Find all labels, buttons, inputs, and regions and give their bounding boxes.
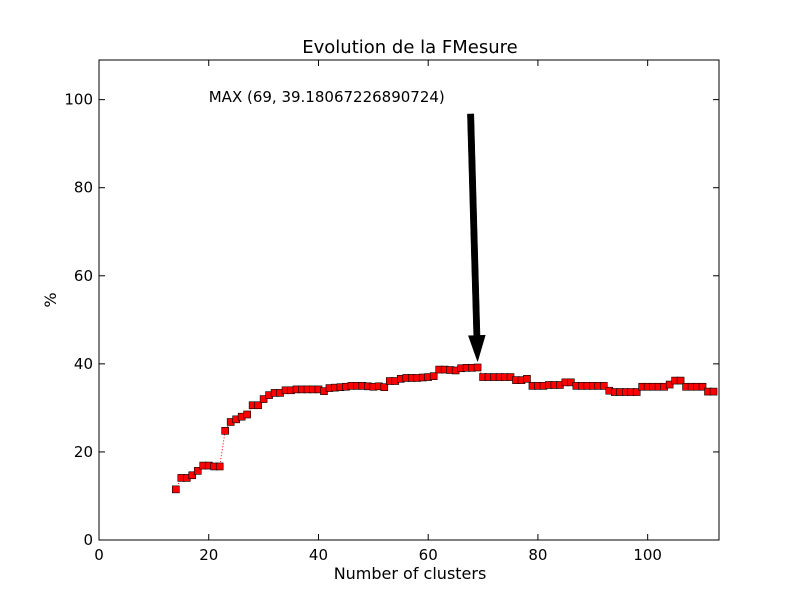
axis-ticks: 0 20 40 60 80 100 0 20 40 60 80 100 — [64, 60, 719, 564]
data-point-marker — [599, 382, 608, 390]
x-tick-label: 40 — [309, 546, 328, 564]
y-tick-label: 80 — [74, 179, 93, 197]
y-tick-label: 20 — [74, 443, 93, 461]
data-point-marker — [665, 380, 674, 389]
data-point-marker — [259, 395, 268, 403]
chart-title: Evolution de la FMesure — [302, 37, 517, 58]
x-tick-label: 60 — [419, 546, 438, 564]
data-point-marker — [172, 485, 180, 494]
data-point-marker — [429, 372, 438, 380]
data-point-marker — [215, 462, 224, 471]
series-line — [175, 366, 714, 490]
series-line-layer — [175, 366, 714, 490]
y-tick-label: 40 — [74, 355, 93, 373]
x-tick-label: 80 — [528, 546, 547, 564]
x-tick-label: 100 — [633, 546, 662, 564]
data-point-marker — [632, 388, 641, 396]
annotation-arrow — [467, 113, 486, 363]
max-annotation: MAX (69, 39.18067226890724) — [209, 88, 486, 363]
x-tick-label: 20 — [199, 546, 218, 564]
y-tick-label: 60 — [74, 267, 93, 285]
data-point-marker — [698, 382, 707, 391]
data-point-marker — [473, 363, 482, 372]
data-point-marker — [380, 383, 389, 391]
y-tick-label: 0 — [83, 531, 93, 549]
x-axis-label: Number of clusters — [334, 564, 487, 583]
data-point-marker — [254, 401, 262, 410]
y-tick-label: 100 — [64, 91, 93, 109]
series-markers — [172, 363, 718, 494]
x-tick-label: 0 — [94, 546, 104, 564]
data-point-marker — [243, 410, 251, 419]
data-point-marker — [193, 467, 202, 475]
annotation-text: MAX (69, 39.18067226890724) — [209, 88, 445, 106]
plot-frame — [98, 59, 720, 541]
data-point-marker — [676, 376, 685, 385]
data-point-marker — [709, 387, 718, 396]
data-point-marker — [523, 375, 531, 383]
data-point-marker — [221, 426, 229, 435]
data-point-marker — [188, 471, 197, 480]
y-axis-label: % — [41, 292, 60, 307]
